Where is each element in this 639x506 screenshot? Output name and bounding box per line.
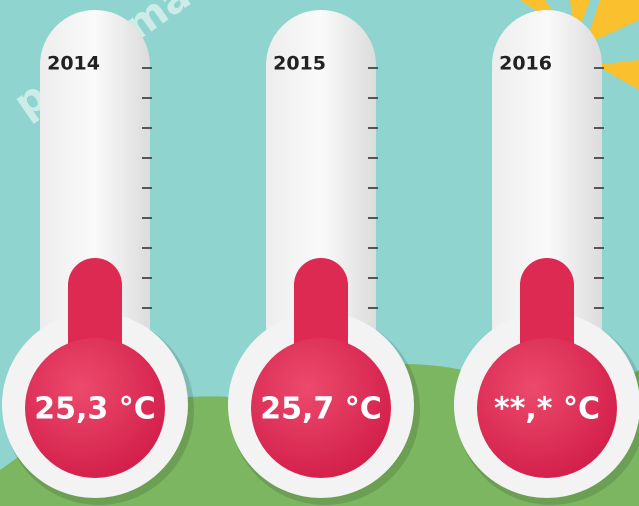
thermometers: 2014 25,3 °C 2015 25,7 °C 2016 **,* °C (2, 10, 639, 505)
temperature-label: 25,7 °C (260, 392, 381, 427)
year-label: 2016 (499, 53, 552, 75)
year-label: 2015 (273, 53, 326, 75)
year-label: 2014 (47, 53, 100, 75)
temperature-label: 25,3 °C (34, 392, 155, 427)
infographic: ps://simalun 201425,3 °C201525,7 °C2016*… (0, 0, 639, 506)
temperature-label: **,* °C (494, 392, 600, 427)
